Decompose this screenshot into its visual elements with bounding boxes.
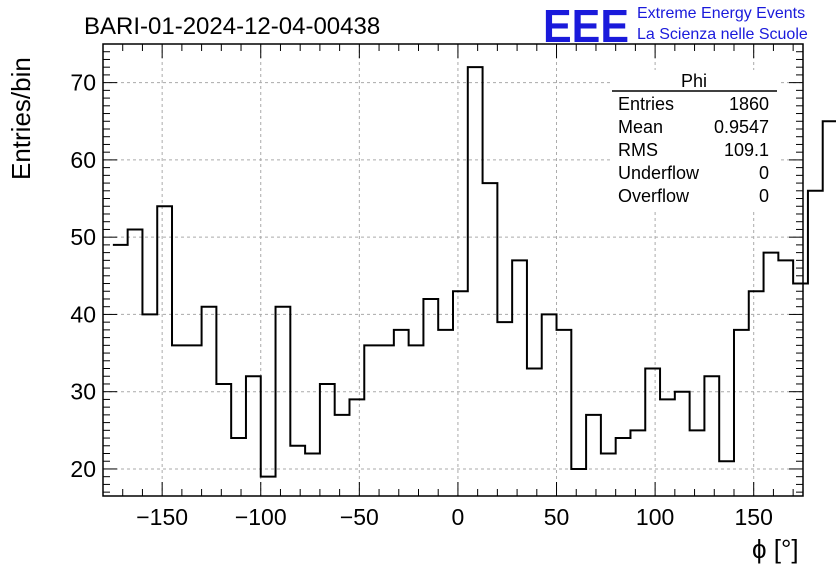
histogram-bin bbox=[128, 229, 143, 496]
histogram-bin bbox=[305, 454, 320, 496]
histogram-bin bbox=[335, 415, 350, 496]
histogram-bin bbox=[423, 299, 438, 496]
histogram-bin bbox=[660, 399, 675, 496]
histogram-bin bbox=[571, 469, 586, 496]
stats-value: 0.9547 bbox=[714, 117, 769, 137]
histogram-bin bbox=[276, 307, 291, 496]
histogram-bin bbox=[586, 415, 601, 496]
histogram-bin bbox=[157, 206, 172, 496]
stats-label: Entries bbox=[618, 94, 674, 114]
histogram-bin bbox=[202, 307, 217, 496]
stats-label: Mean bbox=[618, 117, 663, 137]
histogram-bin bbox=[512, 260, 527, 496]
histogram-bin bbox=[764, 253, 779, 496]
stats-box: Phi Entries 1860 Mean 0.9547 RMS 109.1 Underfl… bbox=[610, 70, 778, 210]
histogram-bin bbox=[497, 322, 512, 496]
histogram-bin bbox=[778, 260, 793, 496]
histogram-bin bbox=[630, 430, 645, 496]
plot-frame bbox=[102, 43, 804, 497]
stats-label: RMS bbox=[618, 140, 658, 160]
stats-value: 1860 bbox=[729, 94, 769, 114]
stats-background bbox=[610, 70, 778, 210]
x-tick-label: 150 bbox=[735, 504, 773, 530]
histogram-bin bbox=[483, 183, 498, 496]
y-tick-labels: 20 30 40 50 60 70 bbox=[70, 70, 96, 482]
histogram-bin bbox=[172, 345, 187, 496]
y-tick-label: 70 bbox=[70, 70, 96, 96]
histogram-bin bbox=[690, 430, 705, 496]
logo: EEE Extreme Energy Events La Scienza nel… bbox=[543, 0, 808, 52]
stats-value: 0 bbox=[759, 163, 769, 183]
stats-label: Underflow bbox=[618, 163, 700, 183]
histogram-bin bbox=[527, 369, 542, 496]
x-tick-label: 100 bbox=[636, 504, 674, 530]
histogram-bin bbox=[320, 384, 335, 496]
histogram-bin bbox=[601, 454, 616, 496]
histogram-bin bbox=[645, 369, 660, 496]
histogram-bin bbox=[187, 345, 202, 496]
x-tick-label: −50 bbox=[340, 504, 379, 530]
histogram-bin bbox=[468, 67, 483, 496]
histogram-bin bbox=[349, 399, 364, 496]
stats-label: Overflow bbox=[618, 186, 690, 206]
histogram-bin bbox=[394, 330, 409, 496]
histogram-bin bbox=[246, 376, 261, 496]
histogram-line bbox=[112, 66, 836, 478]
y-axis-label: Entries/bin bbox=[6, 57, 36, 180]
histogram-bin bbox=[793, 284, 808, 496]
histogram-bin bbox=[749, 291, 764, 496]
histogram-bin bbox=[438, 330, 453, 496]
histogram-bin bbox=[734, 330, 749, 496]
histogram-bin bbox=[290, 446, 305, 496]
y-tick-label: 40 bbox=[70, 301, 96, 327]
logo-line2: La Scienza nelle Scuole bbox=[637, 26, 808, 43]
logo-line1: Extreme Energy Events bbox=[637, 5, 805, 22]
histogram-bin bbox=[675, 392, 690, 496]
histogram-bin bbox=[364, 345, 379, 496]
ticks bbox=[102, 43, 803, 496]
y-tick-label: 30 bbox=[70, 379, 96, 405]
histogram-bin bbox=[231, 438, 246, 496]
y-tick-label: 50 bbox=[70, 224, 96, 250]
x-axis-label: ϕ [°] bbox=[752, 534, 799, 564]
histogram-bin bbox=[808, 191, 823, 496]
stats-title: Phi bbox=[681, 71, 707, 91]
histogram-bin bbox=[142, 314, 157, 496]
histogram-bin bbox=[409, 345, 424, 496]
stats-value: 109.1 bbox=[724, 140, 769, 160]
x-tick-label: −100 bbox=[235, 504, 287, 530]
x-tick-labels: −150 −100 −50 0 50 100 150 bbox=[136, 504, 773, 530]
chart-title: BARI-01-2024-12-04-00438 bbox=[84, 13, 380, 40]
histogram-bin bbox=[379, 345, 394, 496]
histogram bbox=[112, 66, 836, 496]
y-tick-label: 60 bbox=[70, 147, 96, 173]
histogram-bin bbox=[719, 461, 734, 496]
histogram-bin bbox=[113, 245, 128, 496]
histogram-bin bbox=[704, 376, 719, 496]
histogram-bin bbox=[261, 477, 276, 496]
y-tick-label: 20 bbox=[70, 456, 96, 482]
x-tick-label: −150 bbox=[136, 504, 188, 530]
stats-value: 0 bbox=[759, 186, 769, 206]
histogram-bin bbox=[823, 121, 836, 496]
histogram-bin bbox=[216, 384, 231, 496]
x-tick-label: 50 bbox=[544, 504, 570, 530]
histogram-bin bbox=[453, 291, 468, 496]
histogram-bin bbox=[557, 330, 572, 496]
x-tick-label: 0 bbox=[452, 504, 465, 530]
histogram-bin bbox=[616, 438, 631, 496]
histogram-bin bbox=[542, 314, 557, 496]
